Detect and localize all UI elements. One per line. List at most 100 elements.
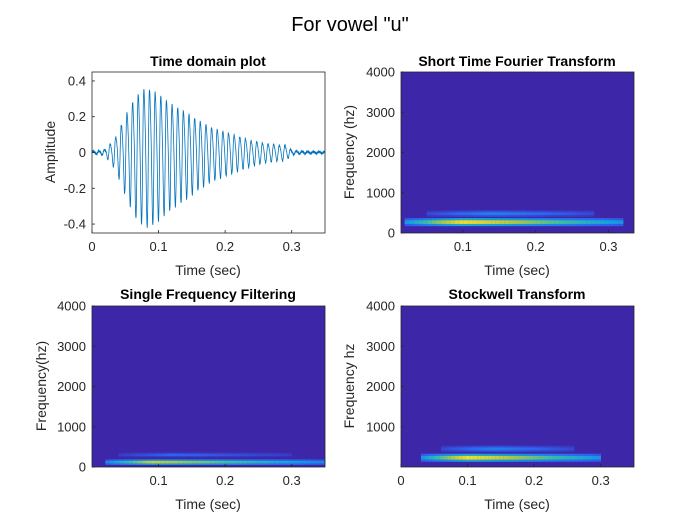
stft-band-core — [568, 220, 574, 224]
stockwell-band-core — [518, 447, 522, 451]
stockwell-band-core — [514, 455, 519, 460]
stockwell-band-core — [477, 455, 482, 460]
stft-band-core — [440, 212, 445, 216]
stft-band-core — [422, 220, 428, 224]
sff-band-core — [297, 460, 303, 464]
stockwell-ylabel: Frequency hz — [341, 344, 357, 429]
stockwell-band-core — [465, 447, 469, 451]
sff-band-core — [128, 460, 134, 464]
stockwell-band-core — [546, 447, 550, 451]
sff-band-core — [205, 453, 210, 457]
time-domain-ytick-label: 0 — [79, 145, 86, 160]
stft-band-core — [482, 212, 487, 216]
sff-ytick-label: 4000 — [57, 299, 86, 314]
sff-band-core — [129, 453, 134, 457]
sff-band-core — [259, 453, 264, 457]
stockwell-band-core — [488, 455, 493, 460]
stft-xtick-label: 0.1 — [454, 239, 472, 254]
stft-band-core — [409, 220, 415, 224]
stockwell-band-core — [479, 447, 483, 451]
stft-band-core — [513, 212, 518, 216]
sff-band-core — [251, 460, 257, 464]
stockwell-band-core — [510, 455, 515, 460]
stockwell-ticks: 0 0.1 0.2 0.3 4000 3000 2000 1000 — [366, 299, 610, 489]
sff-band-core — [233, 460, 239, 464]
stockwell-band-core — [454, 447, 458, 451]
stockwell-xtick-label: 0.2 — [525, 473, 543, 488]
stft-band-core — [522, 220, 528, 224]
stockwell-band-core — [460, 447, 464, 451]
stockwell-ytick-label: 3000 — [366, 339, 395, 354]
stockwell-band-core — [525, 455, 530, 460]
stockwell-band-core — [468, 447, 472, 451]
sff-band-core — [288, 460, 294, 464]
stockwell-band-core — [548, 455, 553, 460]
sff-band-core — [136, 453, 141, 457]
sff-band-core — [247, 460, 253, 464]
time-domain-plot-area — [92, 72, 325, 233]
stft-band-core — [441, 220, 446, 224]
stockwell-band-core — [522, 455, 527, 460]
time-domain-ytick-label: 0.4 — [68, 73, 86, 88]
stft-band-core — [563, 220, 569, 224]
sff-band-core — [147, 453, 152, 457]
stockwell-ytick-label: 4000 — [366, 299, 395, 314]
stockwell-band-core — [574, 455, 579, 460]
sff-band-core — [105, 460, 111, 464]
sff-band-core — [237, 453, 242, 457]
sff-band-core — [219, 453, 224, 457]
stft-band-core — [471, 212, 476, 216]
stockwell-band-core — [465, 455, 470, 460]
sff-band-core — [201, 460, 207, 464]
sff-band-core — [151, 453, 155, 457]
stockwell-band-core — [462, 455, 467, 460]
time-domain-ticks: 0 0.1 0.2 0.3 0.4 0.2 0 -0.2 -0.4 — [64, 73, 301, 254]
stft-band-core — [538, 212, 542, 216]
stockwell-band-core — [439, 455, 444, 460]
sff-band-core — [187, 453, 192, 457]
stft-band-core — [573, 212, 577, 216]
sff-band-core — [212, 453, 217, 457]
sff-band-core — [292, 460, 298, 464]
stockwell-band-core — [469, 455, 474, 460]
stockwell-band-core — [432, 455, 437, 460]
stockwell-band-core — [518, 455, 523, 460]
sff-band-core — [252, 453, 256, 457]
stockwell-band-core — [440, 447, 445, 451]
sff-band-core — [219, 460, 225, 464]
sff-band-core — [194, 453, 199, 457]
stft-band-core — [450, 220, 455, 224]
stft-band-core — [468, 212, 473, 216]
stockwell-band-core — [554, 447, 558, 451]
sff-band-core — [273, 453, 278, 457]
time-domain-title: Time domain plot — [150, 53, 266, 69]
stockwell-band-core — [593, 455, 598, 460]
stft-band-core — [576, 212, 581, 216]
stft-band-core — [436, 212, 441, 216]
stockwell-band-core — [515, 447, 519, 451]
stockwell-band-core — [529, 447, 533, 451]
sff-band-core — [256, 460, 262, 464]
stft-band-core — [518, 220, 524, 224]
sff-band-core — [226, 453, 231, 457]
stockwell-band-core — [449, 447, 453, 451]
stft-ytick-label: 3000 — [366, 105, 395, 120]
stockwell-band-core — [563, 455, 568, 460]
stockwell-band-core — [533, 455, 538, 460]
sff-band-core — [215, 453, 220, 457]
stft-band-core — [431, 220, 437, 224]
stockwell-band-core — [450, 455, 455, 460]
stft-band-core — [506, 212, 511, 216]
sff-band-core — [224, 460, 230, 464]
stft-band-core — [454, 212, 459, 216]
stft-band-core — [468, 220, 474, 224]
stft-title: Short Time Fourier Transform — [418, 53, 615, 69]
stockwell-band-core — [488, 447, 492, 451]
stockwell-band-core — [485, 447, 489, 451]
sff-band-core — [223, 453, 228, 457]
sff-band-core — [151, 460, 156, 464]
stockwell-band-core — [578, 455, 583, 460]
stft-band-core — [447, 212, 452, 216]
stockwell-band-core — [589, 455, 594, 460]
